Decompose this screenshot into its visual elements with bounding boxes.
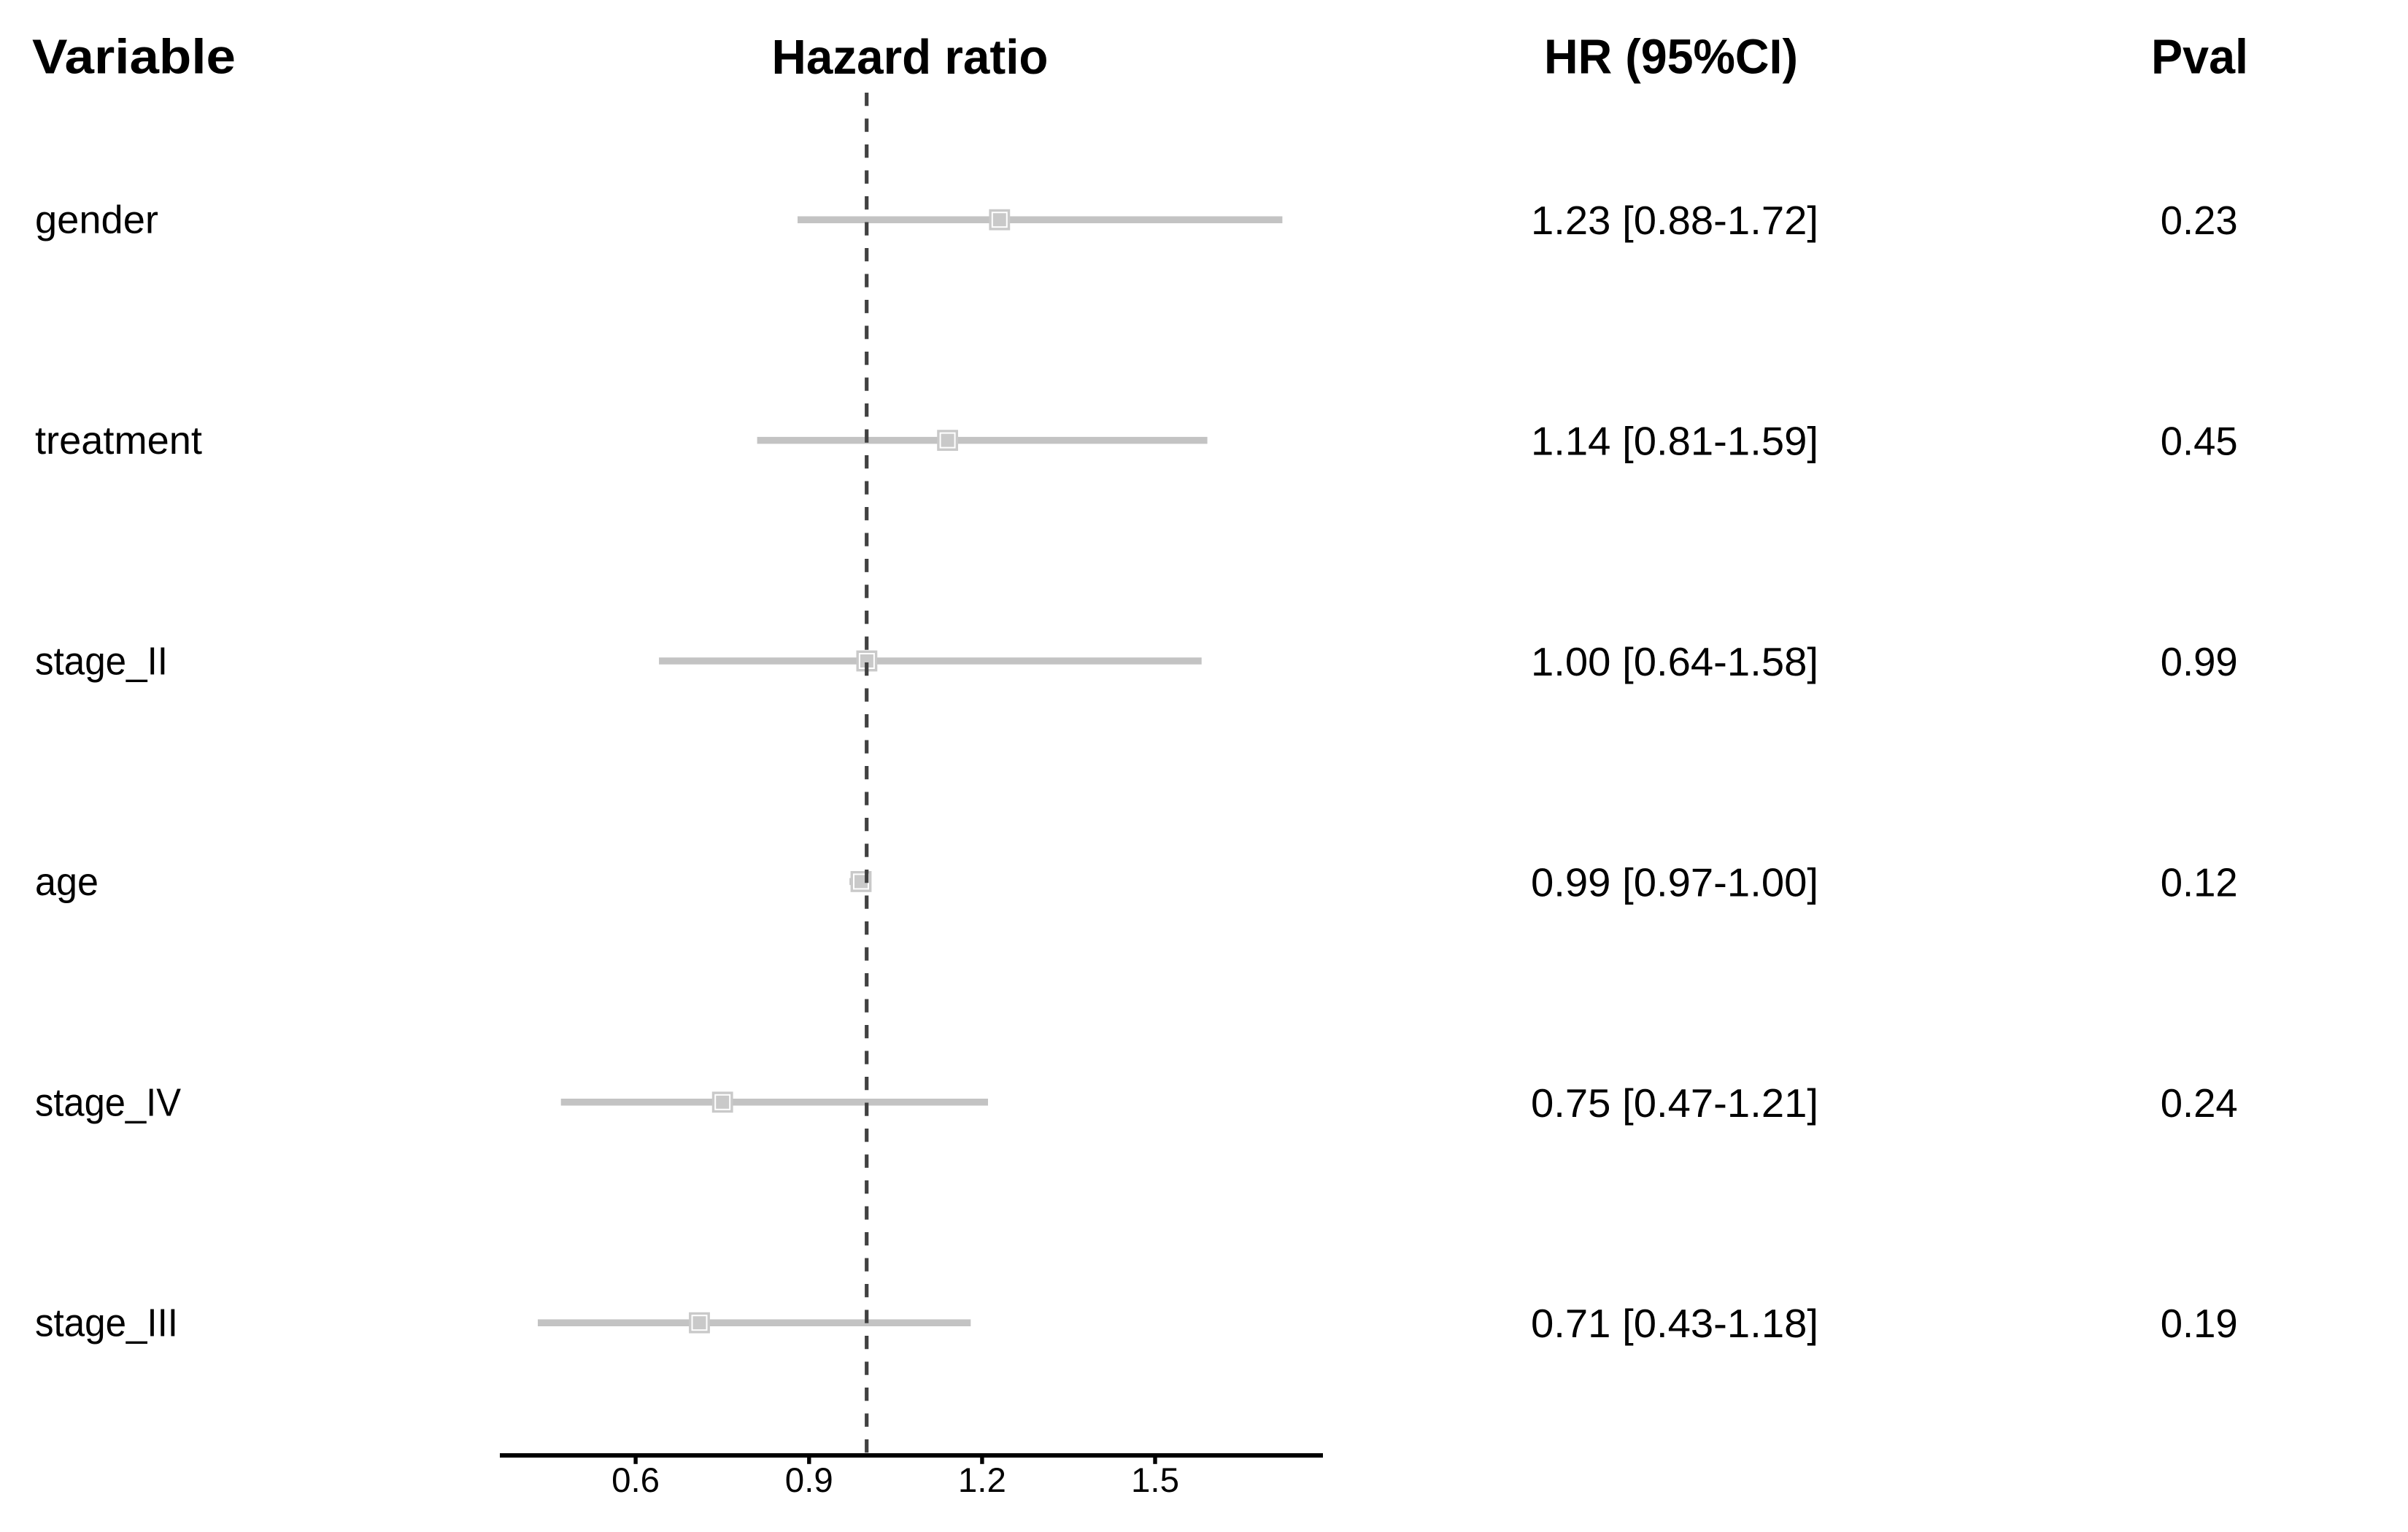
svg-text:0.23: 0.23 <box>2161 198 2238 243</box>
svg-text:0.24: 0.24 <box>2161 1080 2238 1126</box>
svg-text:Pval: Pval <box>2151 30 2248 85</box>
svg-text:0.71 [0.43-1.18]: 0.71 [0.43-1.18] <box>1531 1301 1818 1346</box>
svg-text:age: age <box>35 860 99 904</box>
svg-text:0.6: 0.6 <box>611 1461 660 1499</box>
svg-text:1.5: 1.5 <box>1131 1461 1179 1499</box>
svg-text:0.45: 0.45 <box>2161 419 2238 464</box>
svg-text:gender: gender <box>35 198 158 242</box>
svg-text:Hazard ratio: Hazard ratio <box>772 30 1049 85</box>
svg-text:stage_IV: stage_IV <box>35 1080 181 1124</box>
svg-text:0.19: 0.19 <box>2161 1301 2238 1346</box>
svg-text:stage_III: stage_III <box>35 1301 178 1345</box>
svg-text:1.2: 1.2 <box>958 1461 1006 1499</box>
svg-text:0.99 [0.97-1.00]: 0.99 [0.97-1.00] <box>1531 859 1818 905</box>
svg-text:treatment: treatment <box>35 419 202 463</box>
svg-text:Variable: Variable <box>32 30 236 85</box>
svg-text:1.00 [0.64-1.58]: 1.00 [0.64-1.58] <box>1531 639 1818 684</box>
svg-text:0.9: 0.9 <box>785 1461 833 1499</box>
svg-text:HR (95%CI): HR (95%CI) <box>1544 30 1798 85</box>
svg-text:0.75 [0.47-1.21]: 0.75 [0.47-1.21] <box>1531 1080 1818 1126</box>
svg-text:1.14 [0.81-1.59]: 1.14 [0.81-1.59] <box>1531 419 1818 464</box>
svg-text:1.23 [0.88-1.72]: 1.23 [0.88-1.72] <box>1531 198 1818 243</box>
svg-text:0.12: 0.12 <box>2161 859 2238 905</box>
svg-text:stage_II: stage_II <box>35 640 168 684</box>
svg-text:0.99: 0.99 <box>2161 639 2238 684</box>
